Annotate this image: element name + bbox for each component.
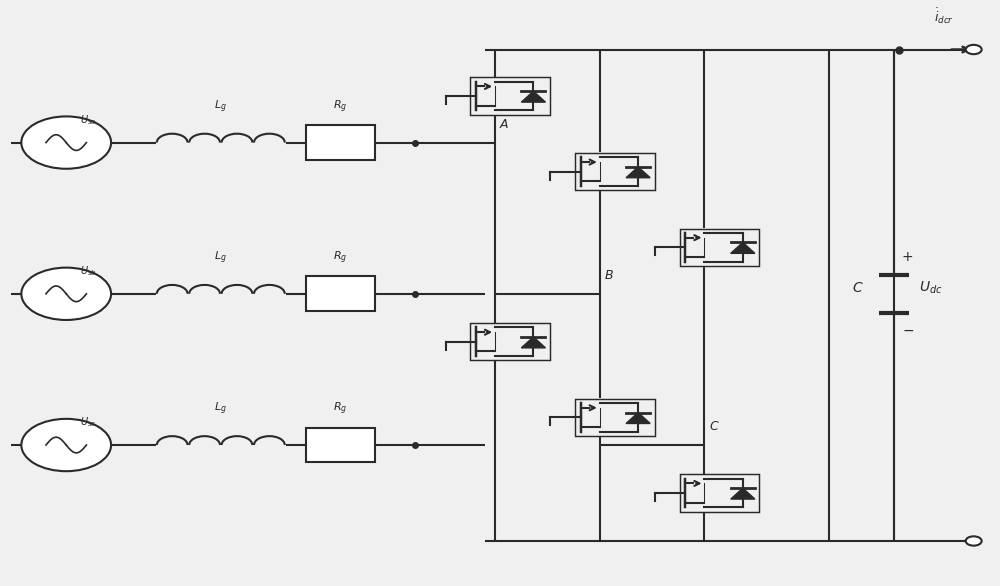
Bar (680, 475, 759, 512)
Circle shape (966, 536, 982, 546)
Circle shape (966, 45, 982, 54)
Bar (575, 153, 655, 190)
Text: $R_g$: $R_g$ (333, 401, 348, 417)
Text: $U_{sb}$: $U_{sb}$ (80, 264, 96, 278)
Bar (575, 399, 655, 436)
Polygon shape (521, 337, 545, 348)
Bar (306, 428, 375, 462)
Text: $R_g$: $R_g$ (333, 98, 348, 115)
Polygon shape (521, 91, 545, 102)
Text: $L_g$: $L_g$ (214, 98, 227, 115)
Polygon shape (626, 413, 650, 424)
Circle shape (21, 117, 111, 169)
Bar (306, 277, 375, 311)
Text: C: C (709, 420, 718, 434)
Text: +: + (902, 250, 914, 264)
Bar (680, 229, 759, 266)
Text: B: B (605, 269, 613, 282)
Circle shape (21, 419, 111, 471)
Text: $C$: $C$ (852, 281, 864, 295)
Polygon shape (626, 167, 650, 178)
Text: $R_g$: $R_g$ (333, 250, 348, 266)
Text: $U_{sc}$: $U_{sc}$ (80, 415, 96, 430)
Polygon shape (731, 488, 755, 499)
Text: $\dot{i}_{dcr}$: $\dot{i}_{dcr}$ (934, 6, 954, 26)
Polygon shape (731, 243, 755, 253)
Circle shape (21, 268, 111, 320)
Bar (306, 125, 375, 160)
Text: $-$: $-$ (902, 323, 914, 337)
Text: $U_{dc}$: $U_{dc}$ (919, 280, 942, 296)
Text: A: A (500, 118, 509, 131)
Bar (470, 77, 550, 115)
Text: $L_g$: $L_g$ (214, 250, 227, 266)
Text: $L_g$: $L_g$ (214, 401, 227, 417)
Bar (470, 323, 550, 360)
Text: $U_{sa}$: $U_{sa}$ (80, 113, 96, 127)
